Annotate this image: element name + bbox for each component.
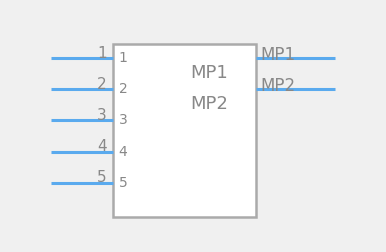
Text: 4: 4: [97, 139, 107, 154]
Text: 1: 1: [119, 51, 127, 65]
Text: 5: 5: [119, 176, 127, 190]
Bar: [113, 44, 256, 216]
Text: 3: 3: [97, 108, 107, 123]
Text: MP1: MP1: [190, 64, 228, 82]
Text: 2: 2: [119, 82, 127, 97]
Text: MP1: MP1: [261, 46, 296, 64]
Text: MP2: MP2: [261, 77, 296, 95]
Text: 3: 3: [119, 113, 127, 128]
Text: 1: 1: [97, 46, 107, 61]
Text: MP2: MP2: [190, 95, 228, 113]
Text: 4: 4: [119, 144, 127, 159]
Text: 5: 5: [97, 170, 107, 185]
Text: 2: 2: [97, 77, 107, 92]
